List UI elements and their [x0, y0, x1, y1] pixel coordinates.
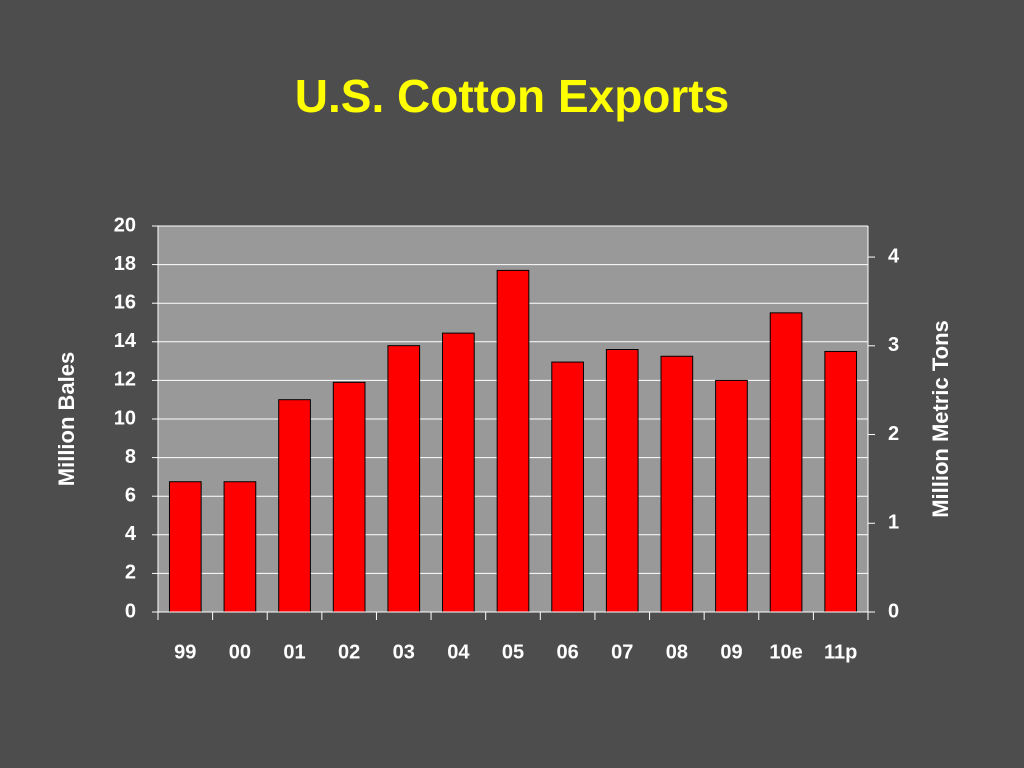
bar	[387, 345, 421, 613]
bar	[605, 349, 639, 613]
bar	[769, 312, 803, 613]
x-tick-label: 04	[447, 641, 470, 663]
y-tick-label: 4	[125, 523, 137, 545]
x-tick-label: 09	[720, 641, 742, 663]
y-tick-label: 20	[114, 214, 136, 236]
y2-tick-label: 1	[888, 512, 899, 534]
bar	[332, 381, 366, 613]
bar	[278, 399, 311, 613]
x-tick-label: 08	[666, 641, 688, 663]
x-tick-label: 00	[229, 641, 251, 663]
y2-tick-label: 0	[888, 600, 899, 622]
y-axis-title: Million Bales	[54, 352, 79, 486]
bar	[660, 355, 694, 613]
bar	[496, 269, 530, 613]
y-tick-label: 18	[114, 253, 136, 275]
x-tick-label: 10e	[769, 641, 802, 663]
bar	[715, 379, 748, 613]
bar	[551, 361, 584, 613]
x-tick-label: 05	[502, 641, 524, 663]
y2-tick-label: 4	[888, 245, 900, 267]
y-tick-label: 14	[114, 330, 137, 352]
chart-title: U.S. Cotton Exports	[295, 70, 729, 122]
bar	[442, 332, 475, 613]
x-tick-label: 11p	[824, 641, 857, 663]
y2-tick-label: 2	[888, 423, 899, 445]
bar	[168, 481, 202, 613]
bar	[223, 481, 257, 613]
x-tick-label: 06	[556, 641, 578, 663]
y-tick-label: 12	[114, 369, 136, 391]
x-tick-label: 07	[611, 641, 633, 663]
x-tick-label: 03	[393, 641, 415, 663]
x-tick-label: 99	[174, 641, 196, 663]
x-tick-label: 02	[338, 641, 360, 663]
y2-axis-title: Million Metric Tons	[928, 320, 953, 518]
x-tick-label: 01	[283, 641, 305, 663]
y-tick-label: 0	[125, 600, 136, 622]
y2-tick-label: 3	[888, 334, 899, 356]
y-tick-label: 6	[125, 484, 136, 506]
y-tick-label: 16	[114, 291, 136, 313]
y-tick-label: 8	[125, 446, 136, 468]
bar	[824, 350, 858, 613]
y-tick-label: 10	[114, 407, 136, 429]
y-tick-label: 2	[125, 562, 136, 584]
